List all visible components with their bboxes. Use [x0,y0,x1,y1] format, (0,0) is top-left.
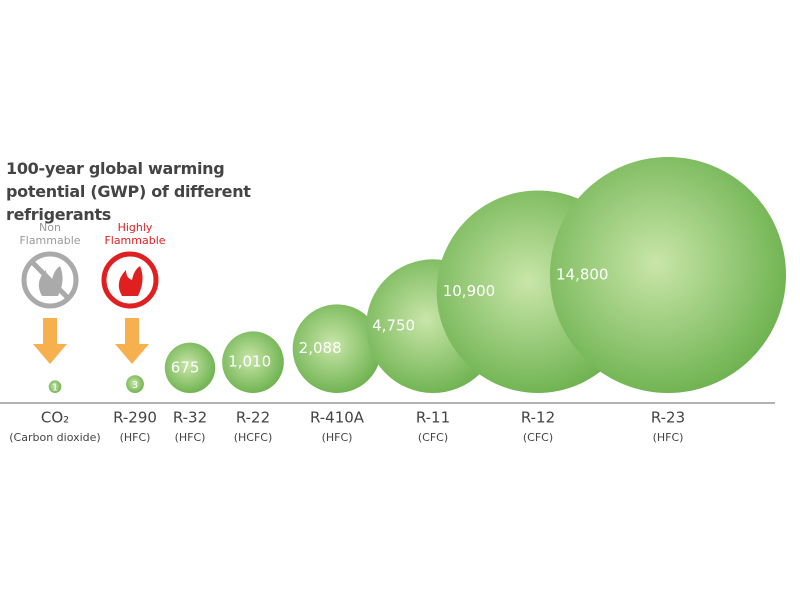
highly-flammable-icon [101,251,159,309]
category-label: CO₂ [41,409,69,427]
bubble [292,304,382,393]
category-sublabel: (HFC) [322,431,353,444]
category-label: R-23 [651,409,685,427]
value-label: 10,900 [443,282,496,300]
category-sublabel: (Carbon dioxide) [9,431,100,444]
arrow [33,318,67,364]
category-sublabel: (CFC) [418,431,448,444]
value-label: 14,800 [556,265,609,283]
category-sublabel: (HFC) [175,431,206,444]
category-sublabel: (HCFC) [234,431,273,444]
bubble [222,331,284,393]
value-label: 4,750 [372,317,415,335]
category-label: R-12 [521,409,555,427]
category-label: R-290 [113,409,157,427]
annotation: Highly Flammable [104,221,166,247]
value-label: 3 [132,380,138,391]
value-label: 2,088 [299,339,342,357]
category-label: R-11 [416,409,450,427]
non-flammable-icon [21,251,79,309]
chart-title: 100-year global warming potential (GWP) … [6,159,251,224]
category-label: R-32 [173,409,207,427]
category-sublabel: (CFC) [523,431,553,444]
annotation: Non Flammable [19,221,81,247]
bubble [164,342,216,394]
value-label: 1,010 [228,353,271,371]
category-label: R-410A [310,409,365,427]
category-sublabel: (HFC) [120,431,151,444]
bubble [549,156,787,393]
arrow [115,318,149,364]
category-sublabel: (HFC) [653,431,684,444]
bubble [126,375,144,393]
bubble [48,380,62,394]
value-label: 675 [171,358,200,376]
category-label: R-22 [236,409,270,427]
value-label: 1 [52,383,58,394]
